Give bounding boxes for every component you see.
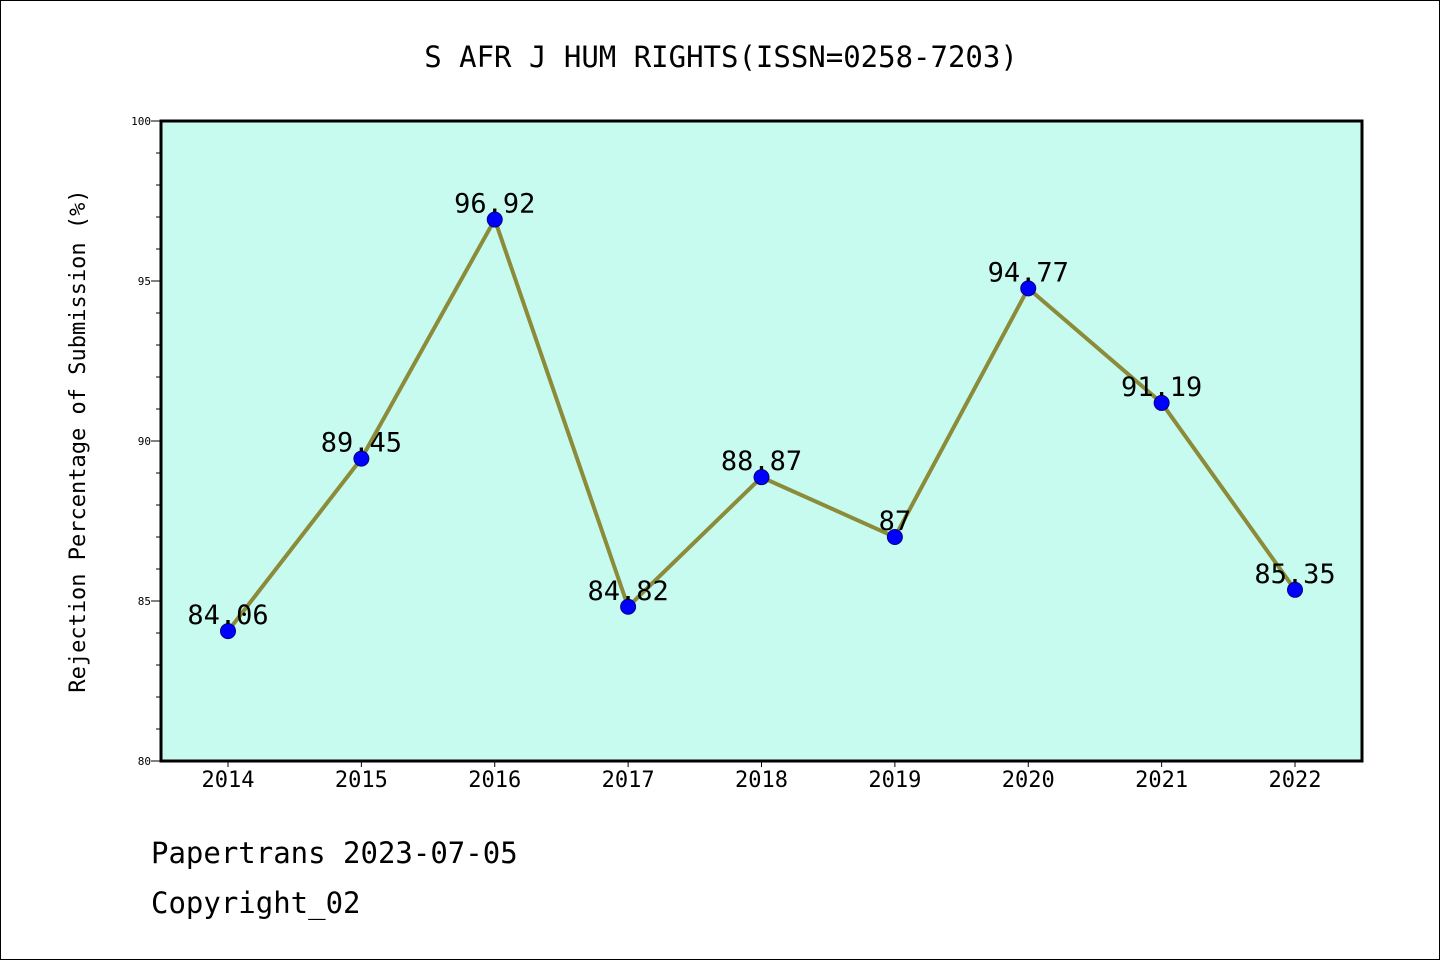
data-point	[1020, 280, 1037, 297]
data-labels: 84.06 89.45 96.92 84.82 88.87 87 94.77 91.19 85.…	[187, 189, 1335, 632]
x-tick-label: 2019	[868, 768, 921, 793]
data-label: 96.92	[454, 189, 535, 220]
y-tick-label: 100	[131, 115, 151, 128]
footer-copyright: Copyright_02	[151, 886, 361, 920]
data-label: 88.87	[721, 446, 802, 477]
data-point	[753, 469, 770, 486]
data-point	[1153, 394, 1170, 411]
data-point	[886, 529, 903, 545]
x-tick-label: 2020	[1002, 768, 1055, 793]
data-label: 85.35	[1254, 559, 1335, 590]
data-point	[1287, 581, 1303, 598]
x-tick-label: 2016	[468, 768, 521, 793]
x-tick-label: 2015	[335, 768, 388, 793]
x-tick-label: 2017	[602, 768, 655, 793]
y-tick-label: 85	[138, 595, 151, 608]
series-markers	[220, 211, 1303, 640]
y-tick-label: 80	[138, 755, 151, 768]
x-tick-label: 2018	[735, 768, 788, 793]
x-tick-label: 2021	[1135, 768, 1188, 793]
data-label: 91.19	[1121, 372, 1202, 403]
data-point	[353, 450, 370, 467]
data-point	[486, 211, 503, 228]
data-label: 84.06	[187, 600, 268, 631]
x-axis: 2014 2015 2016 2017 2018 2019 2020 2021 2022	[202, 761, 1322, 793]
footer-date: Papertrans 2023-07-05	[151, 836, 518, 870]
y-tick-label: 95	[138, 275, 151, 288]
y-axis: 80 85 90 95 100	[131, 115, 161, 768]
data-label: 84.82	[587, 576, 668, 607]
y-axis-label: Rejection Percentage of Submission (%)	[66, 189, 91, 692]
data-point	[220, 623, 236, 640]
plot-area	[159, 119, 1364, 763]
data-label: 87	[879, 506, 912, 537]
data-point	[620, 598, 637, 615]
y-tick-label: 90	[138, 435, 151, 448]
data-label: 89.45	[321, 428, 402, 459]
x-tick-label: 2014	[202, 768, 255, 793]
chart-title: S AFR J HUM RIGHTS(ISSN=0258-7203)	[424, 40, 1018, 74]
data-label: 94.77	[988, 257, 1069, 288]
x-tick-label: 2022	[1269, 768, 1322, 793]
